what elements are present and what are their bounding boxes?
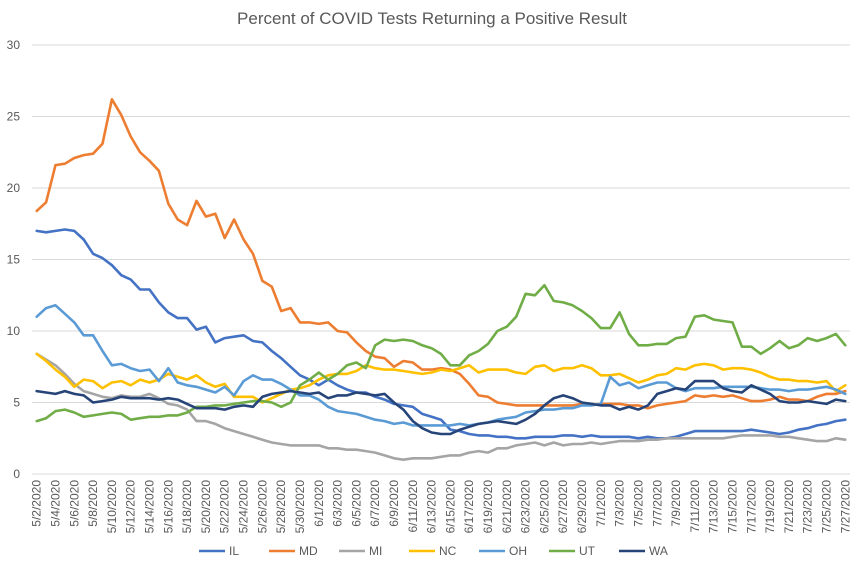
y-tick-label: 20 [7,181,21,195]
y-tick-label: 10 [7,324,21,338]
x-tick-label: 6/7/2020 [368,480,382,527]
x-tick-label: 5/20/2020 [199,480,213,534]
legend-label-md: MD [299,544,318,558]
x-tick-label: 6/3/2020 [331,480,345,527]
x-tick-label: 5/6/2020 [67,480,81,527]
y-tick-label: 5 [13,396,20,410]
x-tick-label: 5/16/2020 [161,480,175,534]
legend-label-ut: UT [579,544,596,558]
x-tick-label: 7/21/2020 [782,480,796,534]
x-tick-label: 6/19/2020 [481,480,495,534]
x-axis: 5/2/2020 5/4/2020 5/6/2020 5/8/2020 5/10/202… [30,480,853,534]
legend-label-mi: MI [369,544,382,558]
legend-label-oh: OH [509,544,527,558]
x-tick-label: 7/13/2020 [707,480,721,534]
x-tick-label: 5/28/2020 [274,480,288,534]
x-tick-label: 5/12/2020 [124,480,138,534]
x-tick-label: 6/27/2020 [556,480,570,534]
x-tick-label: 7/23/2020 [801,480,815,534]
x-tick-label: 7/3/2020 [613,480,627,527]
legend-label-wa: WA [649,544,668,558]
x-tick-label: 5/8/2020 [86,480,100,527]
series-line-ut [35,283,847,423]
x-tick-label: 6/15/2020 [443,480,457,534]
gridlines [32,44,850,475]
series-line-wa [35,379,847,436]
x-tick-label: 7/19/2020 [763,480,777,534]
x-tick-label: 7/15/2020 [725,480,739,534]
x-tick-label: 6/11/2020 [406,480,420,533]
x-tick-label: 5/18/2020 [180,480,194,534]
x-tick-label: 7/7/2020 [650,480,664,527]
series-lines [35,98,847,462]
x-tick-label: 5/10/2020 [105,480,119,534]
x-tick-label: 6/17/2020 [462,480,476,534]
x-tick-label: 5/26/2020 [255,480,269,534]
y-tick-label: 30 [7,38,21,52]
x-tick-label: 7/5/2020 [631,480,645,527]
x-tick-label: 7/9/2020 [669,480,683,527]
series-line-oh [35,303,847,427]
y-tick-label: 25 [7,110,21,124]
x-tick-label: 5/30/2020 [293,480,307,534]
x-tick-label: 6/25/2020 [537,480,551,534]
legend-label-nc: NC [439,544,457,558]
series-line-il [35,228,847,440]
legend: IL MD MI NC OH UT WA [199,544,668,558]
legend-label-il: IL [229,544,239,558]
x-tick-label: 7/17/2020 [744,480,758,534]
x-tick-label: 5/24/2020 [237,480,251,534]
y-axis: 0 5 10 15 20 25 30 [7,38,21,481]
x-tick-label: 6/9/2020 [387,480,401,527]
y-tick-label: 15 [7,253,21,267]
x-tick-label: 7/27/2020 [838,480,852,534]
x-tick-label: 6/29/2020 [575,480,589,534]
x-tick-label: 7/1/2020 [594,480,608,527]
x-tick-label: 6/21/2020 [500,480,514,534]
series-line-mi [35,352,847,462]
series-line-md [35,98,847,410]
x-tick-label: 6/23/2020 [519,480,533,534]
x-tick-label: 7/25/2020 [819,480,833,534]
chart-title: Percent of COVID Tests Returning a Posit… [237,9,627,28]
x-tick-label: 5/2/2020 [30,480,44,527]
x-tick-label: 5/4/2020 [49,480,63,527]
y-tick-label: 0 [13,467,20,481]
x-tick-label: 6/5/2020 [349,480,363,527]
x-tick-label: 6/13/2020 [425,480,439,534]
x-tick-label: 6/1/2020 [312,480,326,527]
x-tick-label: 7/11/2020 [688,480,702,533]
x-tick-label: 5/14/2020 [143,480,157,534]
x-tick-label: 5/22/2020 [218,480,232,534]
